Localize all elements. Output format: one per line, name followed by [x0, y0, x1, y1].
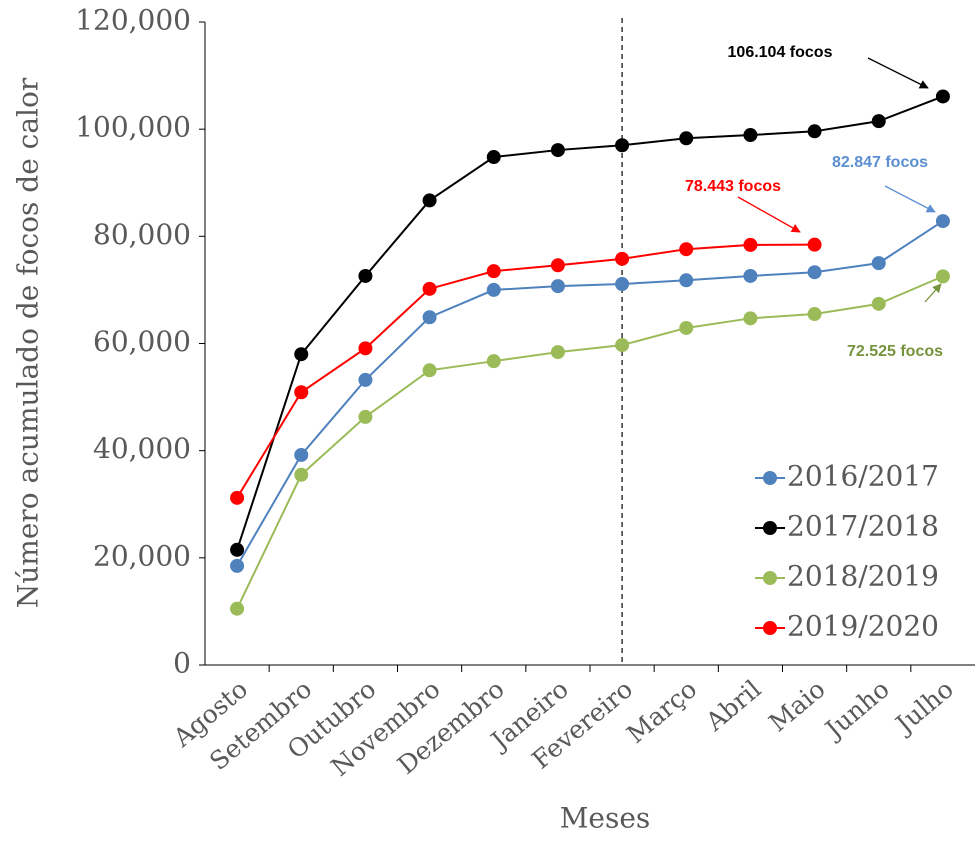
- data-point: [679, 242, 694, 257]
- legend-label: 2017/2018: [787, 510, 939, 543]
- annotation: 78.443 focos: [685, 178, 781, 195]
- data-point: [807, 307, 822, 322]
- series-line: [236, 275, 944, 610]
- series-line: [236, 220, 944, 567]
- data-point: [550, 143, 565, 158]
- data-point: [871, 256, 886, 271]
- x-tick-label: Maio: [763, 674, 830, 737]
- x-tick-label: Abril: [700, 674, 767, 737]
- x-tick-label: Março: [621, 674, 702, 749]
- legend-marker: [763, 471, 777, 485]
- data-point: [807, 265, 822, 280]
- data-point: [550, 258, 565, 273]
- series-line: [236, 243, 815, 499]
- legend-marker: [763, 521, 777, 535]
- y-tick-label: 100,000: [75, 111, 191, 144]
- data-point: [486, 150, 501, 165]
- data-point: [871, 296, 886, 311]
- data-point: [935, 269, 950, 284]
- data-point: [615, 277, 630, 292]
- y-tick-label: 80,000: [93, 218, 191, 251]
- data-point: [358, 372, 373, 387]
- data-point: [679, 320, 694, 335]
- legend-label: 2016/2017: [787, 460, 939, 493]
- data-point: [422, 193, 437, 208]
- data-point: [871, 114, 886, 129]
- data-point: [230, 542, 245, 557]
- data-point: [743, 311, 758, 326]
- data-point: [294, 385, 309, 400]
- legend-marker: [763, 571, 777, 585]
- annotation: 72.525 focos: [847, 343, 943, 360]
- data-point: [358, 409, 373, 424]
- data-point: [230, 558, 245, 573]
- annotation-arrow: [884, 185, 936, 213]
- data-point: [679, 273, 694, 288]
- data-point: [550, 345, 565, 360]
- data-point: [486, 354, 501, 369]
- data-point: [615, 338, 630, 353]
- y-tick-label: 0: [173, 647, 191, 680]
- legend-label: 2018/2019: [787, 560, 939, 593]
- data-point: [294, 447, 309, 462]
- data-point: [550, 279, 565, 294]
- x-tick-label: Julho: [888, 674, 959, 740]
- x-axis-title: Meses: [560, 802, 651, 835]
- data-point: [422, 310, 437, 325]
- annotation-arrow: [867, 57, 929, 89]
- annotation-arrow: [924, 283, 942, 303]
- data-point: [294, 347, 309, 362]
- y-tick-label: 60,000: [93, 325, 191, 358]
- annotation: 106.104 focos: [728, 44, 833, 61]
- data-point: [807, 124, 822, 139]
- annotation-arrow: [737, 196, 801, 233]
- data-point: [230, 601, 245, 616]
- legend-marker: [763, 621, 777, 635]
- data-point: [358, 341, 373, 356]
- y-tick-label: 40,000: [93, 432, 191, 465]
- legend-label: 2019/2020: [787, 610, 939, 643]
- data-point: [615, 138, 630, 153]
- data-point: [294, 467, 309, 482]
- data-point: [486, 264, 501, 279]
- series-line: [236, 95, 944, 551]
- data-point: [743, 128, 758, 143]
- y-axis-title: Número acumulado de focos de calor: [12, 77, 45, 608]
- annotation: 82.847 focos: [832, 154, 928, 171]
- data-point: [935, 214, 950, 229]
- data-point: [679, 131, 694, 146]
- data-point: [422, 281, 437, 296]
- data-point: [486, 282, 501, 297]
- data-point: [422, 363, 437, 378]
- data-point: [935, 89, 950, 104]
- data-point: [358, 268, 373, 283]
- data-point: [807, 237, 822, 252]
- data-point: [615, 251, 630, 266]
- y-tick-label: 120,000: [75, 4, 191, 37]
- x-tick-label: Junho: [818, 674, 895, 745]
- data-point: [743, 268, 758, 283]
- y-tick-label: 20,000: [93, 539, 191, 572]
- data-point: [230, 490, 245, 505]
- data-point: [743, 237, 758, 252]
